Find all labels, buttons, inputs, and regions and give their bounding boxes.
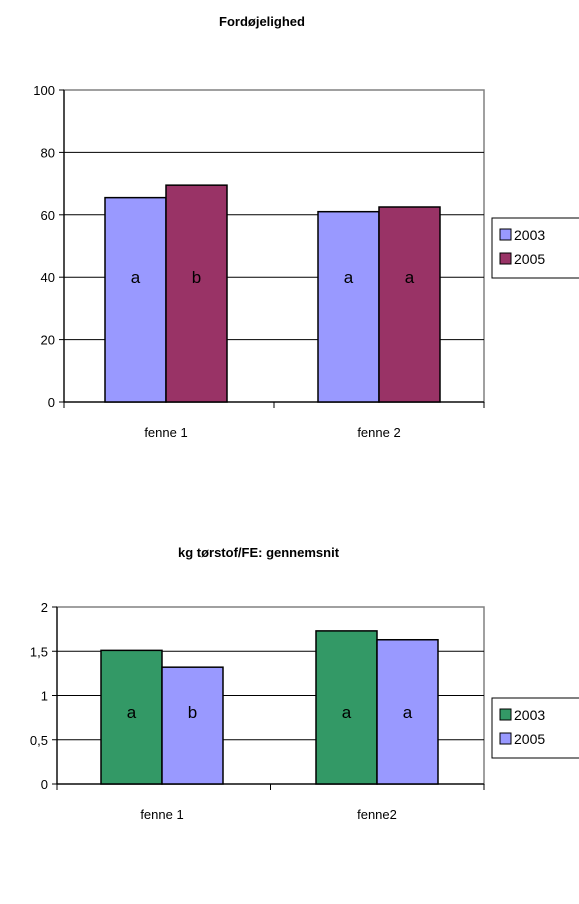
- chart-fordojelighed: Fordøjelighed 0 20 40 60 80 100 a b fenne 1 a a fenn…: [33, 14, 579, 440]
- c2-y-tick-label: 0,5: [30, 733, 48, 748]
- c2-legend: [491, 697, 579, 759]
- c2-y-tick-label: 1: [41, 689, 48, 704]
- c2-category-label: fenne 1: [140, 807, 183, 822]
- c1-title: Fordøjelighed: [219, 14, 305, 29]
- c1-bar-2003-2: [317, 210, 380, 403]
- c2-bar-label: a: [127, 703, 137, 722]
- c1-bar-label: a: [344, 268, 354, 287]
- c1-y-tick-label: 60: [41, 208, 55, 223]
- c1-bar-label: b: [192, 268, 201, 287]
- c1-bar-label: a: [405, 268, 415, 287]
- c1-y-tick-label: 20: [41, 333, 55, 348]
- c2-legend-swatch: [499, 732, 512, 745]
- c1-bar-2003-1: [104, 196, 167, 403]
- c2-bar-label: b: [188, 703, 197, 722]
- c1-category-label: fenne 2: [357, 425, 400, 440]
- c1-bar-2005-2: [378, 206, 441, 403]
- c2-title: kg tørstof/FE: gennemsnit: [178, 545, 340, 560]
- c2-y-tick-label: 0: [41, 777, 48, 792]
- c1-bar-label: a: [131, 268, 141, 287]
- c2-bar-label: a: [403, 703, 413, 722]
- c2-legend-swatch: [499, 708, 512, 721]
- c2-bar-label: a: [342, 703, 352, 722]
- c1-category-label: fenne 1: [144, 425, 187, 440]
- c1-legend-swatch: [499, 228, 512, 241]
- chart-kg-torstof: kg tørstof/FE: gennemsnit 0 0,5 1 1,5 2 a b fenn…: [30, 545, 579, 822]
- c1-y-tick-label: 100: [33, 83, 55, 98]
- c2-bar-2005-2: [376, 638, 439, 785]
- c2-bar-2003-2: [315, 630, 378, 785]
- c2-bar-2003-1: [100, 649, 163, 785]
- c2-legend-label: 2003: [514, 707, 545, 723]
- c1-legend: [491, 217, 579, 279]
- c2-y-tick-label: 1,5: [30, 644, 48, 659]
- c1-legend-label: 2003: [514, 227, 545, 243]
- c1-legend-label: 2005: [514, 251, 545, 267]
- c1-y-tick-label: 80: [41, 145, 55, 160]
- c1-bar-2005-1: [165, 184, 228, 403]
- c1-y-tick-label: 0: [48, 395, 55, 410]
- c2-category-label: fenne2: [357, 807, 397, 822]
- c2-legend-label: 2005: [514, 731, 545, 747]
- c1-legend-swatch: [499, 252, 512, 265]
- c1-y-tick-label: 40: [41, 270, 55, 285]
- c2-y-tick-label: 2: [41, 600, 48, 615]
- c2-bar-2005-1: [161, 666, 224, 785]
